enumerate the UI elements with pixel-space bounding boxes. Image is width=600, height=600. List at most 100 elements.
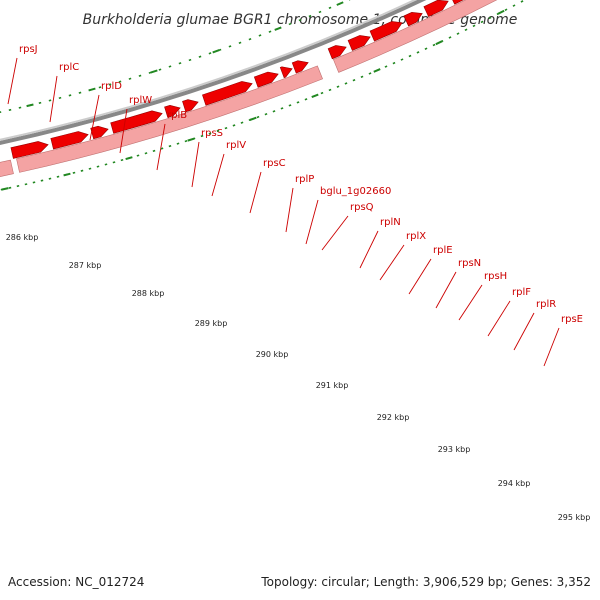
minor-tick [504, 8, 508, 12]
kbp-scale-label: 289 kbp [195, 319, 228, 328]
minor-tick [200, 134, 204, 138]
minor-tick [432, 43, 436, 47]
gene-leader-line [513, 312, 535, 351]
minor-tick [168, 144, 172, 148]
gene-arrow [279, 66, 293, 79]
operon-band [332, 0, 498, 73]
minor-tick [112, 161, 116, 164]
gene-label: rpsJ [19, 44, 38, 55]
minor-tick [40, 179, 44, 182]
minor-tick [416, 51, 420, 54]
minor-tick [320, 91, 324, 95]
minor-tick [424, 47, 428, 50]
kbp-scale-label: 291 kbp [316, 381, 349, 390]
gene-arrow [202, 81, 253, 106]
minor-tick [38, 101, 42, 104]
gene-leader-line [191, 141, 200, 188]
minor-tick [0, 111, 2, 114]
gene-leader-line [49, 75, 58, 123]
minor-tick [176, 142, 180, 145]
minor-tick [48, 177, 52, 180]
kbp-scale-label: 288 kbp [132, 289, 165, 298]
minor-tick [296, 101, 300, 104]
gene-label: rplX [406, 231, 426, 242]
minor-tick [168, 65, 172, 68]
minor-tick [184, 140, 188, 143]
minor-tick [216, 129, 220, 132]
minor-tick [78, 91, 82, 94]
minor-tick [120, 158, 124, 162]
minor-tick [344, 82, 348, 85]
minor-tick [208, 132, 212, 135]
minor-tick [232, 124, 236, 127]
gene-leader-line [435, 271, 457, 309]
accession-text: Accession: NC_012724 [8, 575, 144, 589]
minor-tick [512, 4, 516, 7]
gene-leader-line [89, 94, 100, 141]
minor-tick [352, 78, 356, 82]
minor-tick [138, 74, 142, 77]
gene-leader-line [285, 187, 294, 233]
minor-tick [288, 104, 292, 107]
gene-arrow [291, 60, 309, 74]
gene-label: rplN [380, 217, 401, 228]
gene-label: rpsQ [350, 202, 374, 213]
minor-tick [58, 96, 62, 100]
minor-tick [128, 77, 132, 80]
gene-leader-line [119, 108, 128, 154]
minor-tick [18, 106, 22, 109]
kbp-scale-label: 290 kbp [256, 350, 289, 359]
minor-tick [48, 99, 52, 102]
minor-tick [208, 52, 212, 55]
minor-tick [178, 62, 182, 65]
gene-arrow [423, 0, 449, 18]
major-tick [373, 68, 381, 73]
minor-tick [16, 184, 20, 188]
gene-arrow [369, 21, 403, 42]
minor-tick [328, 88, 332, 92]
gene-label: bglu_1g02660 [320, 186, 391, 197]
gene-label: rplP [295, 174, 314, 185]
minor-tick [24, 183, 28, 186]
minor-tick [360, 75, 364, 79]
gene-leader-line [359, 230, 379, 269]
major-tick [435, 40, 443, 46]
gene-leader-line [211, 153, 225, 197]
minor-tick [318, 10, 322, 14]
minor-tick [268, 30, 272, 33]
gene-label: rpsS [201, 128, 223, 139]
gene-label: rplW [129, 95, 152, 106]
minor-tick [264, 113, 268, 116]
gene-leader-line [543, 327, 560, 367]
minor-tick [256, 115, 260, 119]
minor-tick [384, 65, 388, 68]
major-tick [497, 9, 505, 15]
minor-tick [80, 169, 84, 172]
minor-tick [8, 186, 12, 189]
operon-band [16, 65, 323, 173]
minor-tick [368, 72, 372, 75]
minor-tick [198, 55, 202, 58]
gene-arrow [164, 104, 181, 118]
minor-tick [144, 152, 148, 155]
gene-label: rplF [512, 287, 531, 298]
minor-tick [228, 45, 232, 48]
kbp-scale-label: 292 kbp [377, 413, 410, 422]
minor-tick [98, 86, 102, 89]
gene-label: rplE [433, 245, 453, 256]
minor-tick [298, 18, 302, 22]
minor-tick [68, 94, 72, 97]
minor-tick [56, 175, 60, 178]
minor-tick [258, 34, 262, 37]
minor-tick [238, 41, 242, 44]
minor-tick [224, 126, 228, 130]
gene-arrow [10, 141, 49, 159]
gene-leader-line [379, 244, 405, 281]
gene-label: rplR [536, 299, 556, 310]
minor-tick [456, 32, 460, 35]
gene-arrow [182, 99, 199, 113]
major-tick [150, 69, 158, 74]
major-tick [212, 49, 220, 54]
gene-arrow [253, 71, 279, 88]
